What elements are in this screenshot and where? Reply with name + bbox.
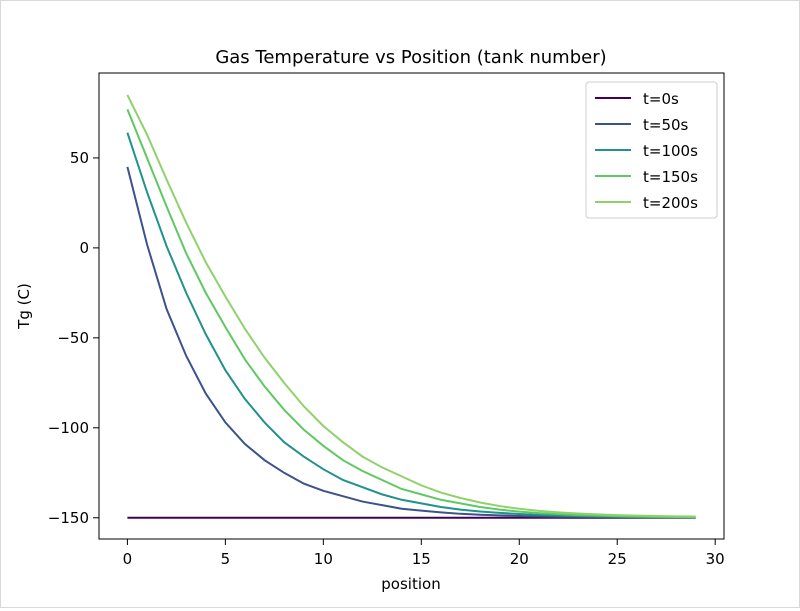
series-line-1 [126, 166, 696, 519]
x-axis: 0 5 10 15 20 25 30 [123, 539, 725, 568]
legend: t=0s t=50s t=100s t=150s t=200s [585, 81, 718, 219]
legend-label-2: t=100s [643, 142, 698, 160]
y-tick-label: −100 [48, 419, 89, 437]
y-tick-label: 50 [70, 149, 89, 167]
legend-label-1: t=50s [643, 116, 689, 134]
x-tick-label: 5 [221, 550, 231, 568]
legend-label-3: t=150s [643, 168, 698, 186]
legend-label-4: t=200s [643, 194, 698, 212]
x-tick-label: 0 [123, 550, 133, 568]
x-axis-label: position [381, 575, 440, 593]
legend-label-0: t=0s [643, 90, 679, 108]
series-line-4 [126, 94, 696, 518]
x-tick-label: 15 [412, 550, 431, 568]
plot-area-frame [98, 72, 725, 540]
plot-lines [126, 94, 696, 519]
y-tick-label: −50 [57, 329, 89, 347]
x-tick-label: 30 [706, 550, 725, 568]
legend-box [585, 81, 718, 219]
chart-title: Gas Temperature vs Position (tank number… [215, 47, 606, 68]
series-line-3 [126, 108, 696, 519]
x-tick-label: 25 [608, 550, 627, 568]
y-tick-label: 0 [79, 239, 89, 257]
x-tick-label: 20 [510, 550, 529, 568]
y-tick-label: −150 [48, 509, 89, 527]
x-tick-label: 10 [314, 550, 333, 568]
y-axis: −150 −100 −50 0 50 [48, 149, 99, 527]
y-axis-label: Tg (C) [15, 283, 33, 330]
